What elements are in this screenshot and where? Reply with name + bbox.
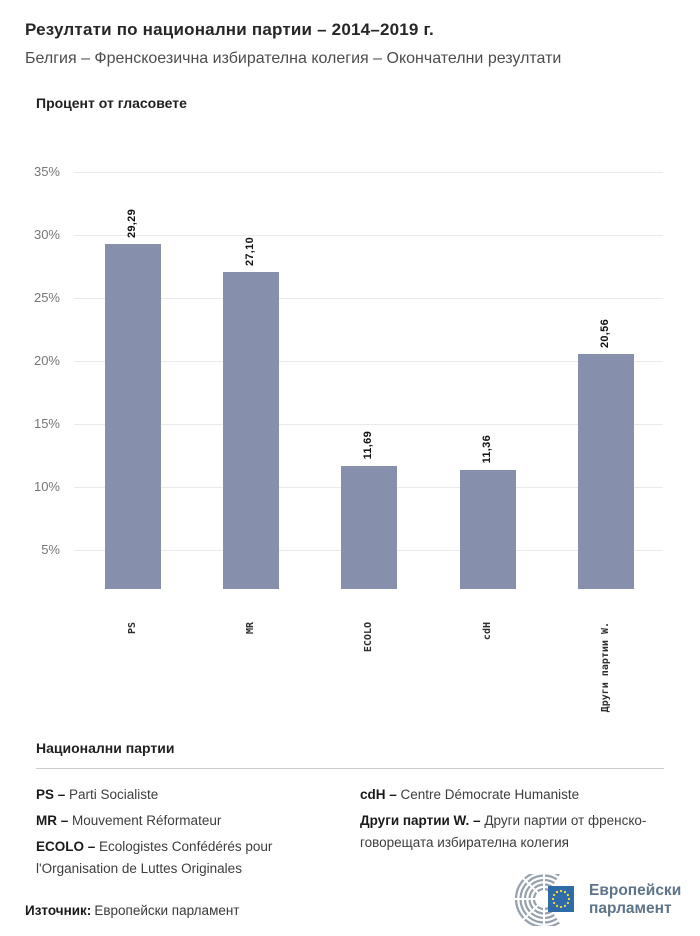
legend-item: MR – Mouvement Réformateur — [36, 810, 341, 832]
legend-divider — [36, 768, 664, 769]
legend-heading: Национални партии — [36, 740, 175, 756]
ep-hemicycle-icon — [514, 874, 574, 926]
logo-wordmark-line1: Европейски — [589, 882, 682, 899]
bar — [341, 465, 398, 589]
legend-item-name: Други партии от френско-говорещата избир… — [360, 813, 647, 850]
legend-item: ECOLO – Ecologistes Confédérés pour l'Or… — [36, 836, 341, 880]
bar-value-label: 27,10 — [244, 236, 257, 266]
bar — [105, 243, 161, 589]
legend-item-name: Parti Socialiste — [69, 787, 159, 802]
y-axis-tick-label: 20% — [33, 353, 60, 368]
gridline — [74, 234, 663, 236]
legend-item-abbr: PS – — [36, 787, 70, 802]
logo-wordmark-line2: парламент — [589, 900, 672, 917]
bar-value-label: 11,69 — [362, 431, 375, 460]
page-subtitle: Белгия – Френскоезична избирателна колег… — [25, 50, 562, 67]
legend-item-name: Mouvement Réformateur — [72, 813, 222, 828]
legend-item: cdH – Centre Démocrate Humaniste — [360, 784, 665, 806]
european-parliament-logo: Европейски парламент — [508, 874, 681, 926]
gridline — [74, 171, 663, 173]
y-axis-tick-label: 30% — [33, 227, 60, 242]
bar-value-label: 20,56 — [598, 318, 611, 348]
legend-item-abbr: MR – — [36, 813, 73, 828]
y-axis-tick-label: 15% — [33, 416, 60, 431]
y-axis-tick-label: 10% — [33, 479, 60, 494]
legend-item-abbr: Други партии W. – — [360, 813, 485, 828]
legend-item-abbr: cdH – — [360, 787, 401, 802]
bar — [223, 271, 280, 589]
x-axis-tick-label: PS — [127, 622, 138, 635]
legend-item: PS – Parti Socialiste — [36, 784, 341, 806]
legend-column-right: cdH – Centre Démocrate Humaniste Други па… — [360, 784, 665, 858]
logo-wordmark: Европейски парламент — [589, 882, 681, 918]
x-axis-tick-label: MR — [245, 622, 257, 635]
page-title: Резултати по национални партии – 2014–20… — [25, 20, 434, 39]
y-axis-tick-label: 5% — [41, 542, 60, 557]
bar — [459, 469, 516, 589]
bar — [577, 353, 634, 589]
legend-item: Други партии W. – Други партии от френск… — [360, 810, 665, 854]
legend-item-name: Centre Démocrate Humaniste — [400, 787, 580, 802]
source-value: Европейски парламент — [94, 903, 240, 918]
x-axis-tick-label: cdH — [481, 622, 493, 641]
bar-value-label: 29,29 — [126, 208, 138, 238]
y-axis-tick-label: 25% — [33, 290, 60, 305]
x-axis-tick-label: Други партии W. — [599, 622, 611, 713]
gridline — [74, 360, 663, 362]
y-axis-tick-label: 35% — [33, 164, 60, 179]
source-label: Източник: — [25, 903, 92, 918]
chart-title: Процент от гласовете — [36, 95, 187, 111]
bar-value-label: 11,36 — [480, 435, 493, 464]
gridline — [74, 297, 663, 299]
legend-item-abbr: ECOLO – — [36, 839, 100, 854]
gridline — [74, 423, 663, 425]
legend-item-name: Ecologistes Confédérés pour l'Organisati… — [36, 839, 273, 876]
source-note: Източник: Европейски парламент — [25, 903, 240, 918]
legend-column-left: PS – Parti Socialiste MR – Mouvement Réfo… — [36, 784, 341, 884]
x-axis-tick-label: ECOLO — [363, 622, 375, 653]
